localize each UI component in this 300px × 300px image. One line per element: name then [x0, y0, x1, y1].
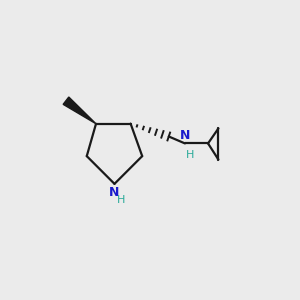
Polygon shape: [63, 97, 96, 124]
Text: H: H: [117, 195, 125, 206]
Text: N: N: [180, 129, 190, 142]
Text: H: H: [186, 150, 194, 160]
Text: N: N: [109, 186, 120, 199]
